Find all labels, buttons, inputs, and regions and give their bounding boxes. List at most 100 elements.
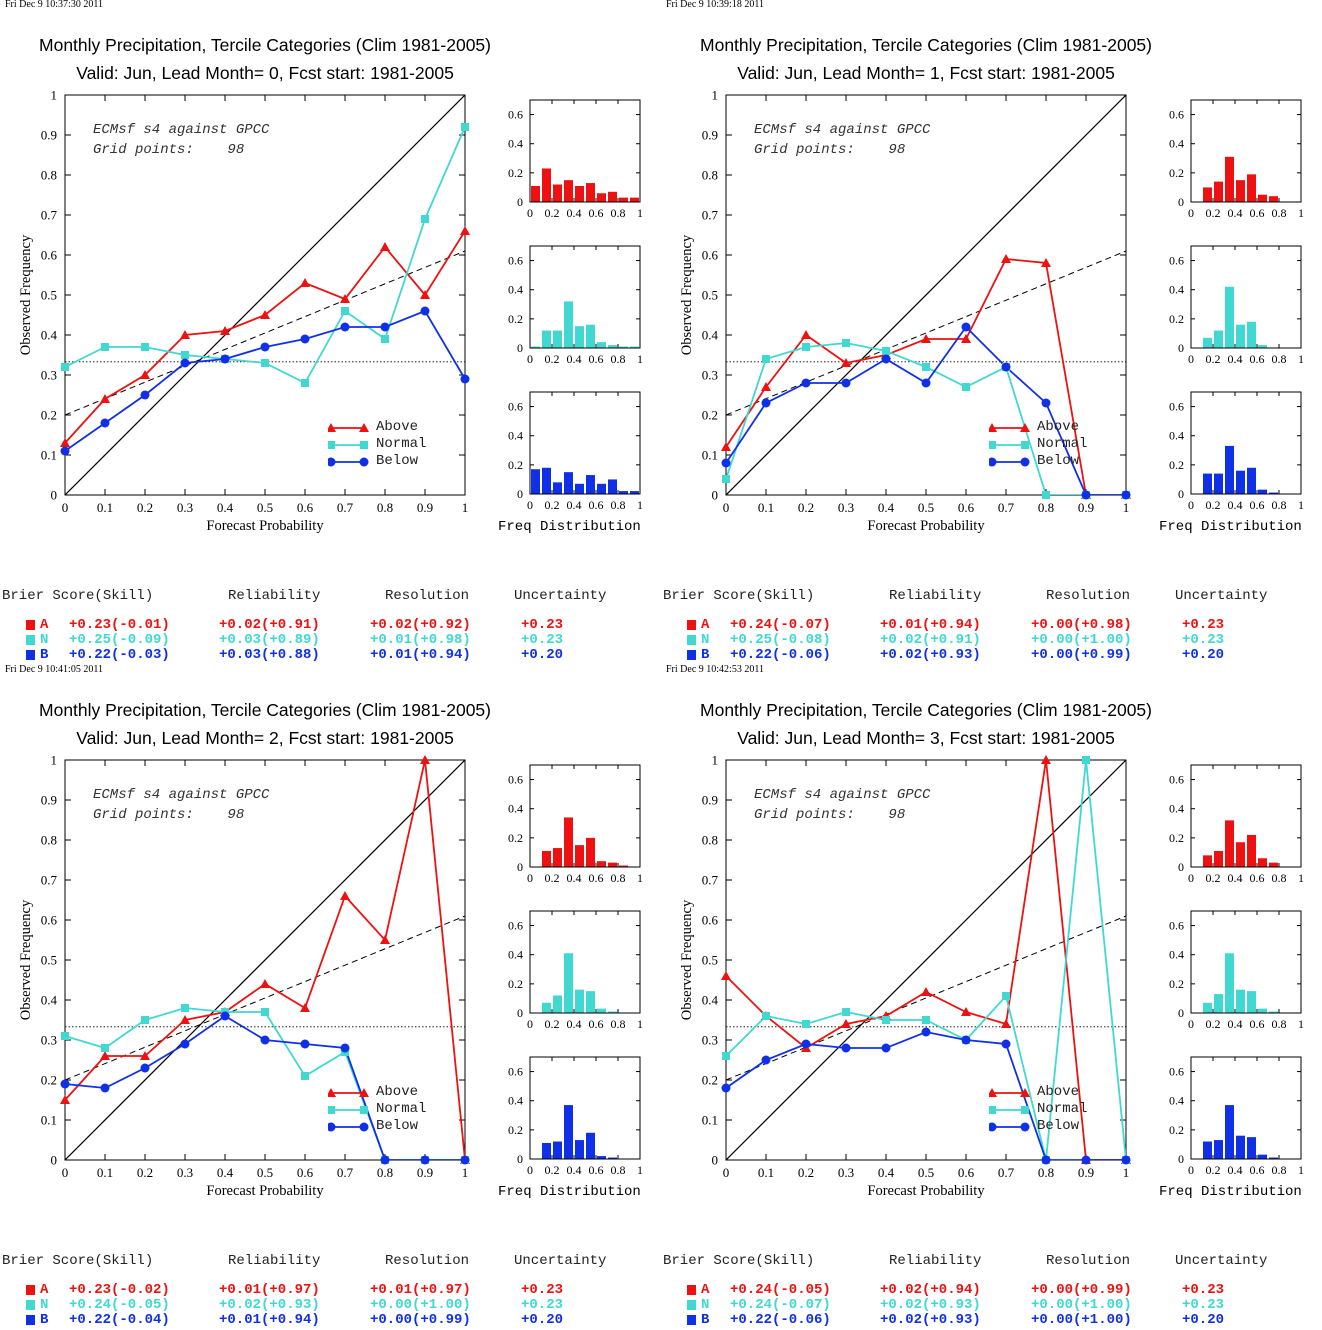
hist-y-tick-label: 0.6 xyxy=(1169,1065,1184,1079)
hist-x-tick-label: 0.2 xyxy=(1206,1017,1221,1031)
perfect-reliability-line xyxy=(726,760,1126,1160)
x-tick-label: 0.5 xyxy=(918,500,934,515)
score-cat: N xyxy=(701,632,710,648)
x-tick-label: 0 xyxy=(723,500,730,515)
score-brier: +0.25(-0.08) xyxy=(730,632,831,648)
histogram-bar xyxy=(553,1141,562,1159)
data-point-normal xyxy=(762,1012,770,1020)
histogram-bar xyxy=(1203,1141,1212,1159)
data-point-normal xyxy=(842,339,850,347)
hist-x-tick-label: 1 xyxy=(1298,871,1304,885)
score-header-uncertainty: Uncertainty xyxy=(1175,1253,1268,1269)
score-row-b: B +0.22(-0.03) +0.03(+0.88) +0.01(+0.94) +0.… xyxy=(0,647,661,663)
y-tick-label: 0.4 xyxy=(41,993,58,1008)
data-point-below xyxy=(1081,490,1091,500)
data-point-above xyxy=(841,358,851,367)
legend-marker xyxy=(359,457,369,467)
y-tick-label: 1 xyxy=(712,88,719,103)
legend-marker xyxy=(328,1122,336,1132)
data-point-normal xyxy=(882,1016,890,1024)
data-point-below xyxy=(921,1027,931,1037)
data-point-below xyxy=(881,1043,891,1053)
hist-y-tick-label: 0.2 xyxy=(1169,1123,1184,1137)
timestamp: Fri Dec 9 10:37:30 2011 xyxy=(5,0,103,10)
hist-x-tick-label: 0 xyxy=(1188,498,1194,512)
data-point-below xyxy=(1041,1155,1051,1165)
reliability-chart: 0 0.1 0.2 0.3 0.4 0.5 0.6 0.7 0.8 0.9 1 0 0.1 0.2 0.3 0… xyxy=(679,88,1304,535)
y-tick-label: 0.1 xyxy=(702,1113,718,1128)
histogram-bar xyxy=(1203,473,1212,494)
reliability-panel-lead-2: 0 0.1 0.2 0.3 0.4 0.5 0.6 0.7 0.8 0.9 1 0 0.1 0.2 0.3 0… xyxy=(0,664,661,1330)
no-skill-line xyxy=(65,250,465,416)
y-tick-label: 0.1 xyxy=(41,1113,57,1128)
score-header-brier: Brier Score(Skill) xyxy=(2,1253,154,1269)
y-tick-label: 0.3 xyxy=(702,1033,718,1048)
x-tick-label: 1 xyxy=(462,1165,469,1180)
histogram-bar xyxy=(586,1132,595,1159)
hist-x-tick-label: 0 xyxy=(1188,352,1194,366)
histogram-bar xyxy=(1203,337,1212,348)
score-row-n: N +0.25(-0.08) +0.02(+0.91) +0.00(+1.00) +0.… xyxy=(661,632,1322,648)
data-point-normal xyxy=(381,335,389,343)
histogram-bar xyxy=(608,1011,617,1013)
score-brier: +0.24(-0.05) xyxy=(69,1297,170,1313)
histogram-bar xyxy=(1214,330,1223,348)
hist-y-tick-label: 0.6 xyxy=(508,919,523,933)
legend-swatch-below xyxy=(989,457,1030,467)
data-point-below xyxy=(460,1155,470,1165)
legend-marker xyxy=(1020,423,1030,432)
hist-x-tick-label: 1 xyxy=(1298,1017,1304,1031)
legend-marker xyxy=(328,1106,335,1114)
score-uncertainty: +0.23 xyxy=(521,1297,564,1313)
data-point-normal xyxy=(802,1020,810,1028)
score-row-a: A +0.23(-0.02) +0.01(+0.97) +0.01(+0.97) +0.… xyxy=(0,1282,661,1298)
data-point-normal xyxy=(1082,756,1090,764)
y-tick-label: 0.8 xyxy=(41,168,57,183)
legend-marker xyxy=(359,423,369,432)
y-tick-label: 0.4 xyxy=(702,993,719,1008)
legend-label: Above xyxy=(1037,419,1080,435)
histogram-bar xyxy=(1269,862,1278,867)
score-uncertainty: +0.23 xyxy=(1182,632,1225,648)
score-row-n: N +0.24(-0.05) +0.02(+0.93) +0.00(+1.00) +0.… xyxy=(0,1297,661,1313)
legend-swatch-above xyxy=(328,1088,369,1097)
histogram-bar xyxy=(1258,489,1267,494)
score-row-a: A +0.23(-0.01) +0.02(+0.91) +0.02(+0.92) +0.… xyxy=(0,617,661,633)
y-tick-label: 0.2 xyxy=(702,1073,718,1088)
reliability-chart: 0 0.1 0.2 0.3 0.4 0.5 0.6 0.7 0.8 0.9 1 0 0.1 0.2 0.3 0… xyxy=(18,88,643,535)
x-tick-label: 0.2 xyxy=(798,1165,814,1180)
score-cat: A xyxy=(701,1282,710,1298)
legend-label: Below xyxy=(376,453,419,469)
freq-histogram-normal: 0 0.2 0.4 0.6 0 0.2 0.4 0.6 0.8 1 xyxy=(508,245,643,366)
y-axis-title: Observed Frequency xyxy=(18,899,34,1020)
histogram-bar xyxy=(586,324,595,348)
data-point-below xyxy=(300,1039,310,1049)
x-tick-label: 0.3 xyxy=(177,1165,193,1180)
hist-y-tick-label: 0.6 xyxy=(508,773,523,787)
legend-label: Below xyxy=(1037,453,1080,469)
y-tick-label: 0.3 xyxy=(41,1033,57,1048)
hist-x-tick-label: 0 xyxy=(527,1017,533,1031)
legend-swatch-below xyxy=(989,1122,1030,1132)
x-tick-label: 0.4 xyxy=(878,1165,895,1180)
score-brier: +0.25(-0.09) xyxy=(69,632,170,648)
score-reliability: +0.02(+0.93) xyxy=(880,1312,981,1328)
histogram-bar xyxy=(1203,1002,1212,1013)
freq-histogram-above: 0 0.2 0.4 0.6 0 0.2 0.4 0.6 0.8 1 xyxy=(508,99,643,220)
y-tick-label: 0.5 xyxy=(41,288,57,303)
category-swatch xyxy=(687,1315,696,1325)
hist-y-tick-label: 0.2 xyxy=(508,1123,523,1137)
y-tick-label: 0.4 xyxy=(702,328,719,343)
data-point-normal xyxy=(181,1004,189,1012)
score-reliability: +0.01(+0.97) xyxy=(219,1282,320,1298)
legend-label: Normal xyxy=(376,1101,427,1117)
histogram-bar xyxy=(575,1140,584,1159)
score-uncertainty: +0.23 xyxy=(1182,1282,1225,1298)
hist-x-tick-label: 0.2 xyxy=(545,352,560,366)
histogram-bar xyxy=(597,1156,606,1159)
histogram-bar xyxy=(531,185,540,202)
data-point-below xyxy=(180,1039,190,1049)
data-point-below xyxy=(340,322,350,332)
hist-x-tick-label: 0.6 xyxy=(1250,498,1265,512)
hist-y-tick-label: 0.6 xyxy=(1169,919,1184,933)
